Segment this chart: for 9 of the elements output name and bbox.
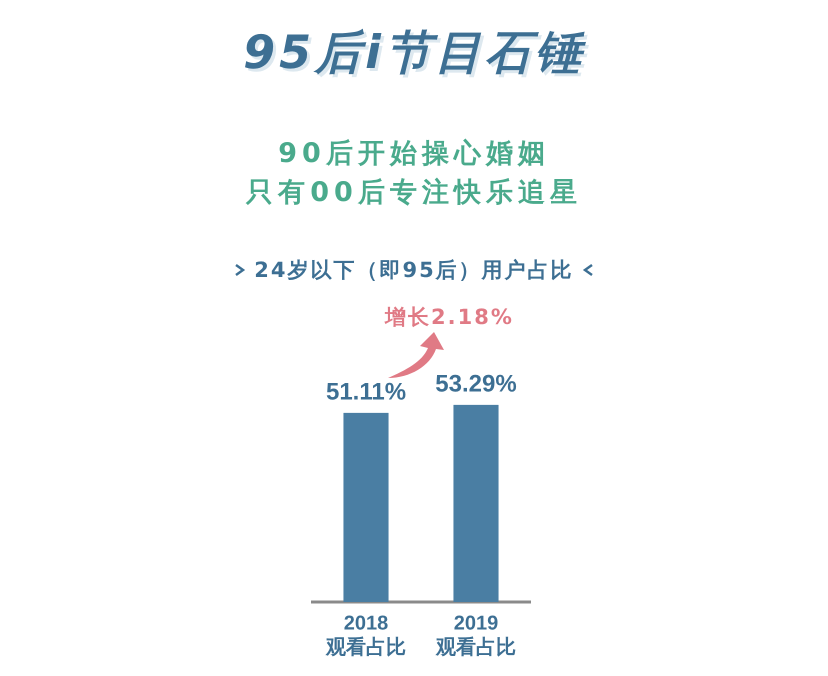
text: 增长2.18%	[385, 304, 514, 331]
x-tick-label: 2019 观看占比	[435, 612, 516, 659]
x-tick-label: 2018 观看占比	[325, 612, 406, 659]
chart-title: 95后i节目石锤	[242, 24, 587, 81]
text: 只有00后专注快乐追星	[244, 176, 583, 210]
text: 24岁以下（即95后）用户占比	[254, 257, 574, 284]
data-label: 51.11%	[326, 378, 406, 406]
chart-subtitle: 90后开始操心婚姻	[277, 137, 551, 171]
data-label: 53.29%	[435, 370, 517, 398]
